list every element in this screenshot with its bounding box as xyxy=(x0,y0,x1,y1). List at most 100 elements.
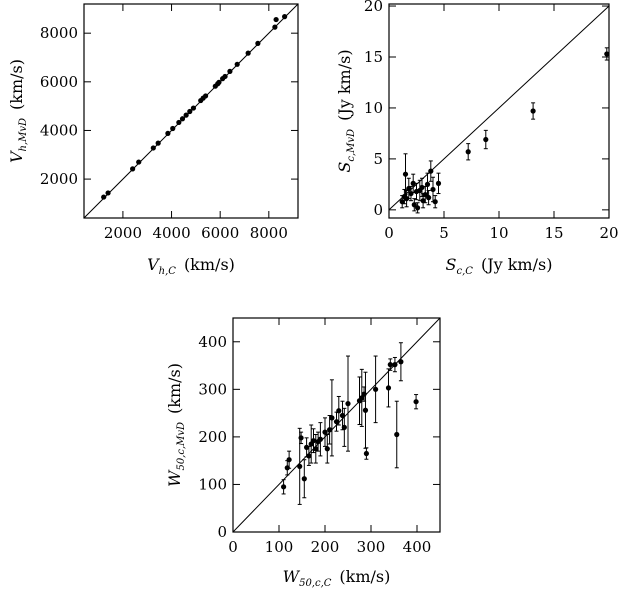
data-point xyxy=(604,51,610,57)
data-point xyxy=(363,450,369,457)
y-tick-label: 0 xyxy=(217,523,227,541)
y-axis-label-units: (Jy km/s) xyxy=(335,49,354,121)
y-tick-label: 200 xyxy=(198,428,227,446)
data-point xyxy=(286,457,292,463)
data-point xyxy=(176,119,182,126)
data-point xyxy=(399,199,405,205)
data-point xyxy=(105,190,111,196)
y-tick-label: 4000 xyxy=(40,121,78,139)
data-point xyxy=(297,463,303,469)
data-point xyxy=(322,429,328,435)
x-tick-label: 0 xyxy=(384,224,394,242)
x-tick-label: 400 xyxy=(403,538,432,556)
x-tick-label: 2000 xyxy=(104,224,142,242)
data-point xyxy=(329,415,335,421)
data-point xyxy=(281,484,287,490)
data-point xyxy=(183,112,189,118)
data-point xyxy=(410,180,416,186)
data-point xyxy=(413,399,419,405)
data-point xyxy=(341,424,347,430)
y-axis-label-symbol: V xyxy=(7,150,26,163)
data-point xyxy=(435,180,442,186)
data-point xyxy=(465,149,471,155)
x-tick-label: 20 xyxy=(599,224,618,242)
data-point xyxy=(430,186,436,193)
data-point xyxy=(483,136,489,143)
data-point xyxy=(420,198,426,204)
x-axis-label-symbol: W xyxy=(283,567,301,586)
data-point xyxy=(245,50,251,56)
x-axis-label-symbol: S xyxy=(446,255,457,274)
data-point xyxy=(222,73,228,80)
x-tick-label: 10 xyxy=(489,224,508,242)
x-axis-label-subscript: h,C xyxy=(159,266,177,277)
y-tick-label: 8000 xyxy=(40,24,78,42)
x-tick-label: 300 xyxy=(357,538,386,556)
data-point xyxy=(170,125,176,132)
data-point xyxy=(432,199,438,205)
y-axis-label-symbol: S xyxy=(335,162,354,173)
data-point xyxy=(155,140,161,146)
y-tick-label: 6000 xyxy=(40,73,78,91)
y-tick-label: 100 xyxy=(198,475,227,493)
data-point xyxy=(272,24,278,30)
y-axis-label: Vh,MvD (km/s) xyxy=(7,59,29,163)
x-axis-label-subscript: c,C xyxy=(457,266,474,277)
x-tick-label: 6000 xyxy=(201,224,239,242)
data-point xyxy=(298,435,304,441)
data-point xyxy=(306,453,312,459)
x-axis-label: Sc,C (Jy km/s) xyxy=(446,255,553,277)
data-point xyxy=(333,419,340,425)
data-point xyxy=(339,412,346,419)
y-tick-label: 400 xyxy=(198,333,227,351)
data-point xyxy=(345,401,351,407)
data-point xyxy=(313,446,319,452)
data-point xyxy=(190,105,197,111)
x-tick-label: 5 xyxy=(439,224,449,242)
flux-comparison-panel: 0 5 10 15 20 0 5 10 15 20 Sc,C (Jy km/s) Sc,MvD (Jy k… xyxy=(335,0,619,277)
data-point xyxy=(398,359,404,365)
data-point xyxy=(202,93,209,99)
data-point xyxy=(424,181,431,187)
y-tick-label: 300 xyxy=(198,380,227,398)
y-axis-label-subscript: h,MvD xyxy=(18,118,29,152)
data-point xyxy=(385,385,392,391)
plot-frame xyxy=(83,3,299,219)
y-axis-label-subscript: c,MvD xyxy=(346,129,357,162)
x-tick-label: 200 xyxy=(311,538,340,556)
y-axis-label-symbol: W xyxy=(165,469,184,487)
data-point xyxy=(216,79,222,85)
data-point xyxy=(402,171,409,177)
data-point xyxy=(362,407,369,413)
x-tick-label: 8000 xyxy=(250,224,288,242)
velocity-comparison-panel: 2000 4000 6000 8000 2000 4000 6000 8000 Vh,C (km/… xyxy=(7,3,299,277)
data-point xyxy=(373,386,379,392)
data-point xyxy=(317,436,323,442)
data-point xyxy=(394,431,400,438)
data-point xyxy=(426,195,432,201)
x-axis-label-units: (Jy km/s) xyxy=(481,255,553,274)
x-tick-label: 100 xyxy=(265,538,294,556)
data-point xyxy=(406,185,412,192)
data-point xyxy=(165,130,171,136)
data-point xyxy=(419,184,425,191)
data-point xyxy=(301,476,307,482)
x-tick-label: 4000 xyxy=(152,224,190,242)
y-tick-label: 10 xyxy=(364,99,383,117)
data-point xyxy=(415,205,421,211)
data-point xyxy=(327,427,333,433)
data-point xyxy=(310,438,317,444)
data-point xyxy=(179,116,186,122)
data-point xyxy=(336,408,342,414)
data-point xyxy=(404,196,410,202)
data-point xyxy=(324,446,330,452)
data-point xyxy=(359,395,365,401)
x-axis-label-units: (km/s) xyxy=(339,567,390,586)
data-point xyxy=(150,145,156,151)
data-point xyxy=(255,40,261,46)
data-point xyxy=(101,194,107,200)
y-axis-label-units: (km/s) xyxy=(165,363,184,414)
y-axis-label-subscript: 50,c,MvD xyxy=(176,422,187,471)
